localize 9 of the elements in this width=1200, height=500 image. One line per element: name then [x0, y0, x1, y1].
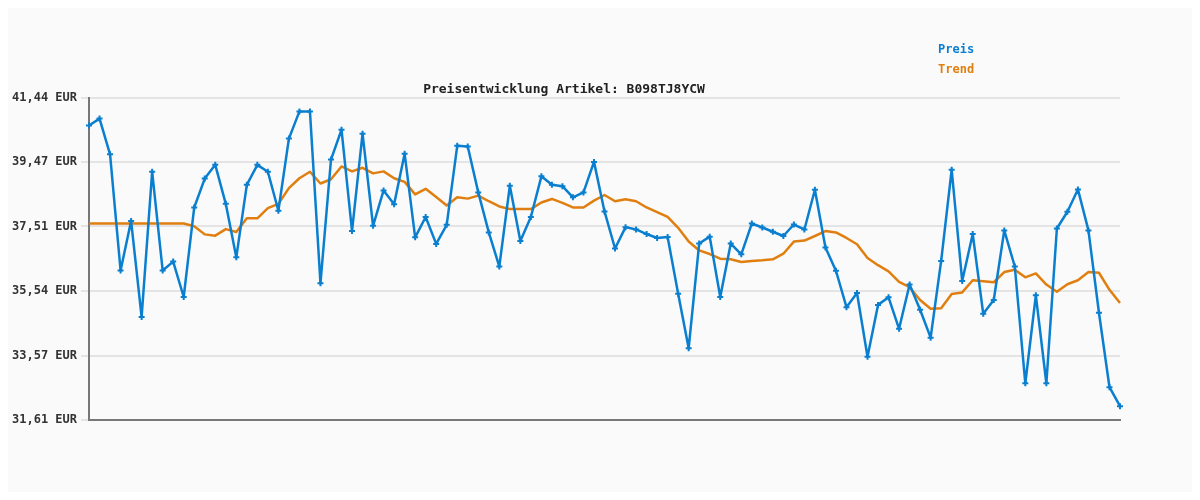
y-tick-label: 35,54 EUR	[11, 283, 78, 298]
y-tick-label: 41,44 EUR	[11, 89, 78, 104]
text: Trend	[938, 62, 975, 76]
chart-title: Preisentwicklung Artikel: B098TJ8YCW	[423, 81, 706, 97]
text: Preis	[938, 42, 975, 56]
y-tick-label: 31,61 EUR	[11, 412, 78, 427]
y-tick-label: 39,47 EUR	[11, 154, 78, 169]
y-tick-label: 37,51 EUR	[11, 218, 78, 233]
y-tick-label: 33,57 EUR	[11, 347, 78, 362]
